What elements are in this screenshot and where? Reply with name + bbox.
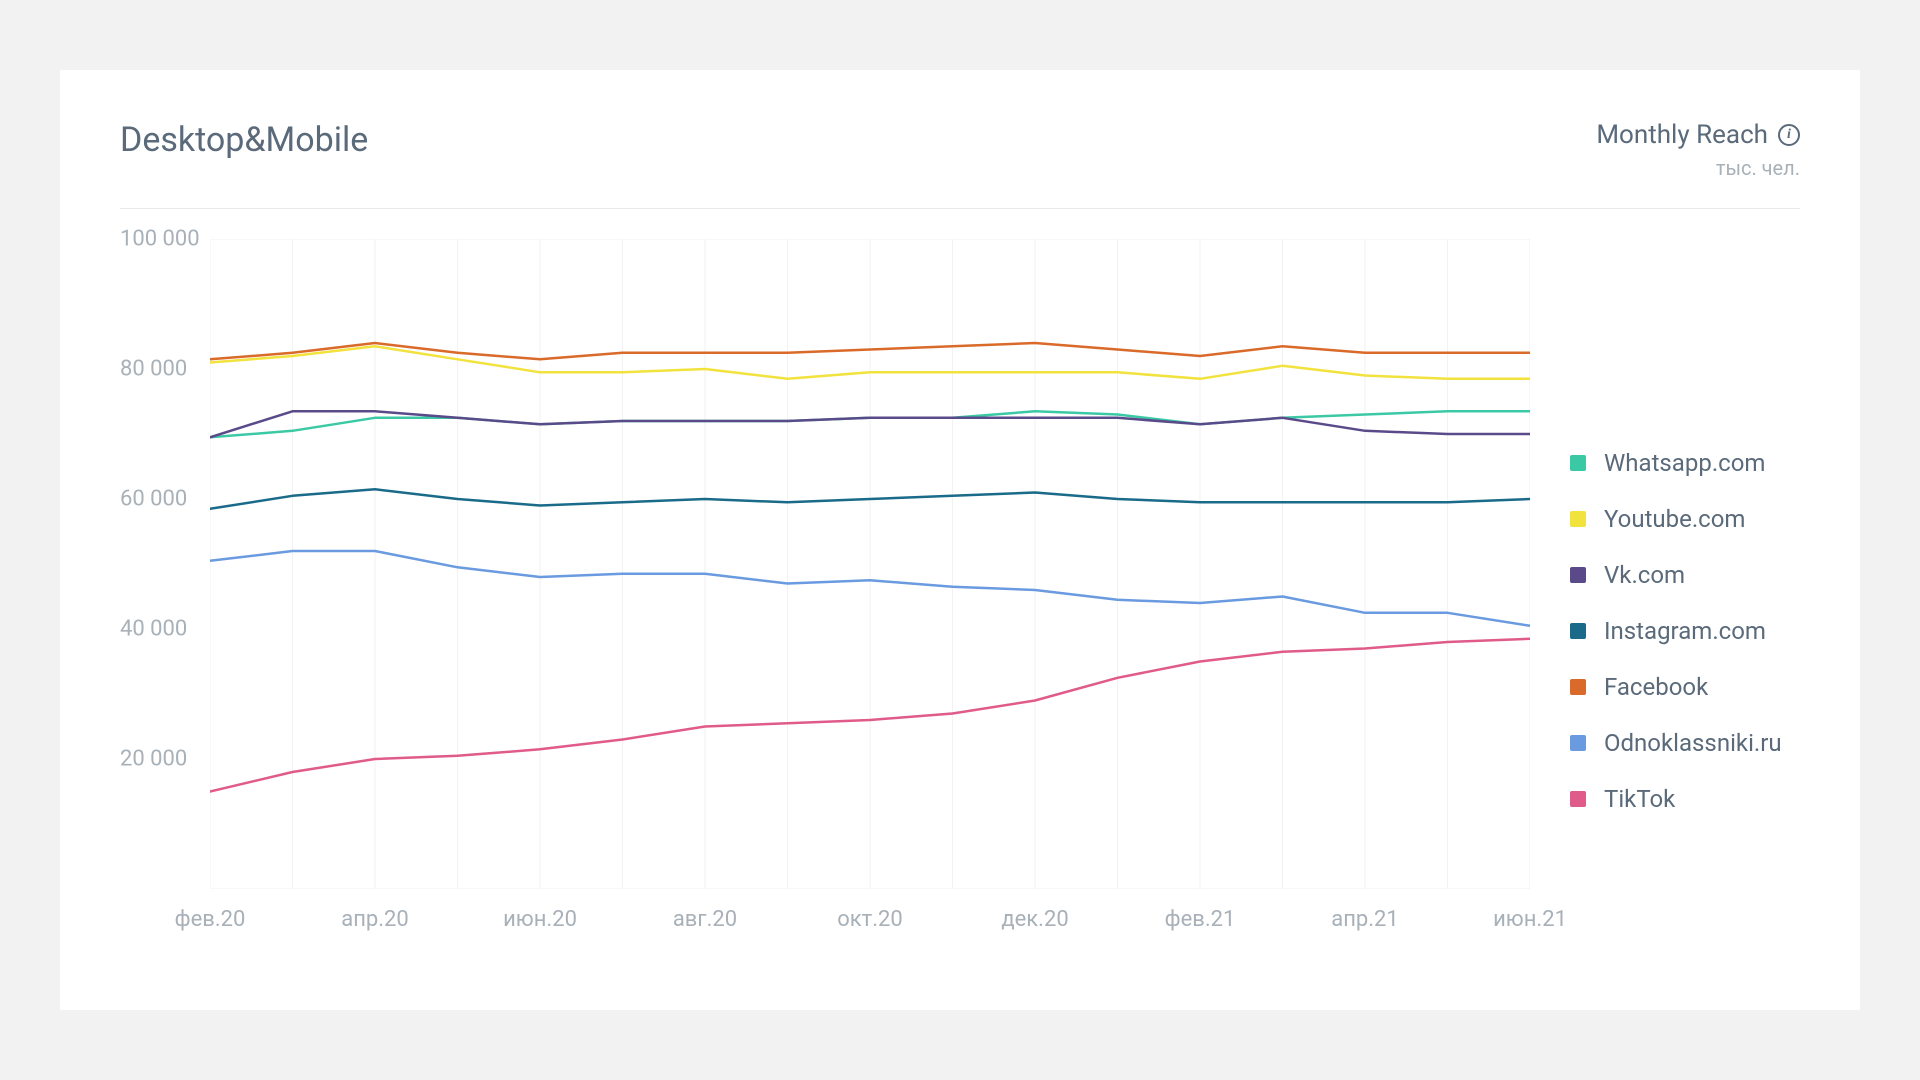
legend-item[interactable]: Facebook	[1570, 673, 1830, 701]
y-tick-label: 100 000	[120, 227, 200, 252]
y-tick-label: 20 000	[120, 747, 200, 772]
chart-area: 20 00040 00060 00080 000100 000фев.20апр…	[120, 239, 1530, 889]
legend-item[interactable]: TikTok	[1570, 785, 1830, 813]
legend: Whatsapp.com Youtube.com Vk.com Instagram.c…	[1570, 239, 1830, 889]
legend-label: Whatsapp.com	[1604, 449, 1765, 477]
legend-swatch	[1570, 679, 1586, 695]
legend-swatch	[1570, 455, 1586, 471]
legend-item[interactable]: Instagram.com	[1570, 617, 1830, 645]
legend-swatch	[1570, 623, 1586, 639]
legend-swatch	[1570, 791, 1586, 807]
x-tick-label: июн.21	[1493, 907, 1567, 932]
x-tick-label: апр.21	[1331, 907, 1399, 932]
chart-card: Desktop&Mobile Monthly Reach i тыс. чел.…	[60, 70, 1860, 1010]
x-tick-label: фев.21	[1165, 907, 1236, 932]
legend-label: Instagram.com	[1604, 617, 1766, 645]
unit-label: тыс. чел.	[1596, 156, 1800, 180]
legend-item[interactable]: Odnoklassniki.ru	[1570, 729, 1830, 757]
legend-item[interactable]: Vk.com	[1570, 561, 1830, 589]
legend-item[interactable]: Youtube.com	[1570, 505, 1830, 533]
chart-header: Desktop&Mobile Monthly Reach i тыс. чел.	[120, 120, 1800, 209]
x-tick-label: апр.20	[341, 907, 409, 932]
x-tick-label: авг.20	[673, 907, 737, 932]
x-tick-label: фев.20	[175, 907, 246, 932]
metric-text: Monthly Reach	[1596, 120, 1768, 150]
legend-swatch	[1570, 567, 1586, 583]
legend-label: Vk.com	[1604, 561, 1685, 589]
legend-swatch	[1570, 735, 1586, 751]
x-tick-label: окт.20	[837, 907, 903, 932]
line-chart: 20 00040 00060 00080 000100 000фев.20апр…	[210, 239, 1530, 889]
legend-label: Facebook	[1604, 673, 1708, 701]
legend-swatch	[1570, 511, 1586, 527]
header-right: Monthly Reach i тыс. чел.	[1596, 120, 1800, 180]
info-icon[interactable]: i	[1778, 124, 1800, 146]
legend-label: TikTok	[1604, 785, 1675, 813]
page-title: Desktop&Mobile	[120, 120, 368, 160]
legend-label: Youtube.com	[1604, 505, 1745, 533]
x-tick-label: дек.20	[1001, 907, 1068, 932]
y-tick-label: 40 000	[120, 617, 200, 642]
legend-item[interactable]: Whatsapp.com	[1570, 449, 1830, 477]
metric-label: Monthly Reach i	[1596, 120, 1800, 150]
legend-label: Odnoklassniki.ru	[1604, 729, 1782, 757]
y-tick-label: 60 000	[120, 487, 200, 512]
y-tick-label: 80 000	[120, 357, 200, 382]
x-tick-label: июн.20	[503, 907, 577, 932]
chart-body: 20 00040 00060 00080 000100 000фев.20апр…	[120, 239, 1800, 889]
